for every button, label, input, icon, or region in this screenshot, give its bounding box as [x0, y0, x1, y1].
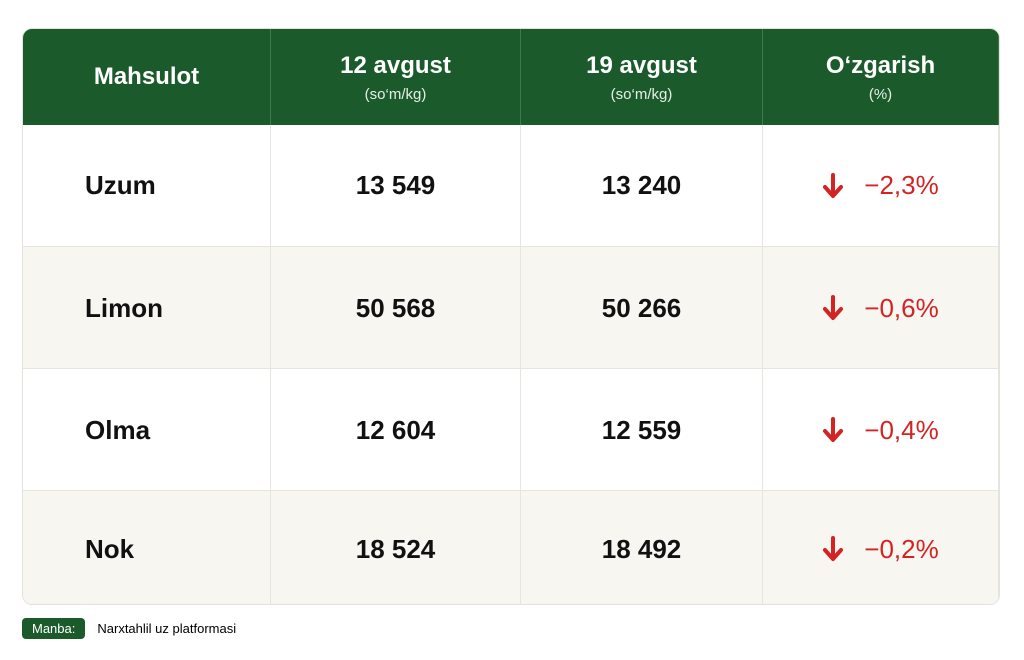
- down-arrow: [823, 417, 844, 442]
- table-cell: −0,2%: [763, 491, 999, 604]
- table-row: Limon 50 568 50 266 −0,6%: [23, 246, 999, 369]
- table-cell: 12 559: [521, 369, 763, 491]
- table-row: Olma 12 604 12 559 −0,4%: [23, 368, 999, 491]
- cell-text: −0,6%: [864, 292, 939, 323]
- table-cell: −2,3%: [763, 125, 999, 246]
- table-cell: 13 549: [271, 125, 521, 246]
- price-table: Mahsulot 12 avgust (so‘m/kg) 19 avgust (so‘m…: [22, 28, 1000, 605]
- down-arrow: [823, 172, 844, 198]
- header-title: Mahsulot: [93, 63, 200, 90]
- header-cell: O‘zgarish (%): [763, 29, 999, 125]
- table-cell: −0,4%: [763, 369, 999, 491]
- table-row: Nok 18 524 18 492 −0,2%: [23, 490, 999, 604]
- source-label: Manba:: [22, 617, 86, 639]
- header-cell: Mahsulot: [23, 29, 271, 125]
- cell-text: 18 524: [355, 533, 436, 564]
- cell-text: 13 549: [355, 170, 436, 200]
- header-cell: 19 avgust (so‘m/kg): [521, 29, 763, 125]
- header-subtitle: (%): [868, 85, 893, 103]
- table-header: Mahsulot 12 avgust (so‘m/kg) 19 avgust (so‘m…: [23, 29, 999, 125]
- header-title: 12 avgust: [340, 51, 451, 79]
- cell-text: Nok: [85, 533, 135, 564]
- cell-text: −0,2%: [864, 533, 939, 564]
- source: Manba: Narxtahlil uz platformasi: [22, 617, 236, 639]
- table-cell: Nok: [23, 491, 271, 604]
- cell-text: 18 492: [601, 533, 682, 564]
- table-cell: 18 492: [521, 491, 763, 604]
- down-arrow: [823, 295, 844, 320]
- cell-text: Olma: [85, 414, 151, 445]
- table-cell: 13 240: [521, 125, 763, 246]
- header-cell: 12 avgust (so‘m/kg): [271, 29, 521, 125]
- header-subtitle: (so‘m/kg): [610, 85, 673, 103]
- cell-text: −0,4%: [864, 414, 939, 445]
- table-row: Uzum 13 549 13 240 −2,3%: [23, 125, 999, 246]
- table-cell: −0,6%: [763, 247, 999, 369]
- cell-text: Limon: [85, 292, 163, 323]
- cell-text: 50 568: [355, 292, 436, 323]
- table-cell: 50 266: [521, 247, 763, 369]
- down-arrow: [823, 536, 844, 561]
- header-title: O‘zgarish: [825, 51, 936, 79]
- cell-text: 12 559: [601, 414, 682, 445]
- cell-text: 13 240: [601, 170, 682, 200]
- table-cell: 50 568: [271, 247, 521, 369]
- cell-text: 50 266: [601, 292, 682, 323]
- source-text: Narxtahlil uz platformasi: [97, 620, 237, 636]
- table-cell: Uzum: [23, 125, 271, 246]
- cell-text: −2,3%: [864, 170, 939, 200]
- table-cell: Olma: [23, 369, 271, 491]
- table-cell: 18 524: [271, 491, 521, 604]
- header-title: 19 avgust: [586, 51, 697, 79]
- table-cell: Limon: [23, 247, 271, 369]
- cell-text: Uzum: [85, 170, 156, 200]
- header-subtitle: (so‘m/kg): [364, 85, 427, 103]
- cell-text: 12 604: [355, 414, 436, 445]
- table-cell: 12 604: [271, 369, 521, 491]
